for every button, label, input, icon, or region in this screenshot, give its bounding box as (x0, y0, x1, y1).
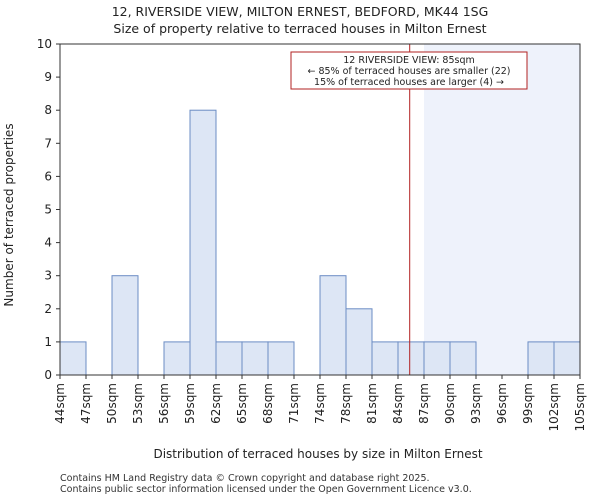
annotation-line-1: 12 RIVERSIDE VIEW: 85sqm (343, 55, 474, 66)
x-tick-label: 71sqm (287, 383, 301, 424)
y-tick-label: 9 (44, 70, 52, 84)
x-tick-label: 62sqm (209, 383, 223, 424)
x-tick-label: 84sqm (391, 383, 405, 424)
y-tick-label: 3 (44, 269, 52, 283)
y-tick-label: 5 (44, 203, 52, 217)
bar (163, 341, 191, 376)
y-tick-label: 0 (44, 368, 52, 382)
y-axis-label: Number of terraced properties (2, 123, 16, 306)
y-tick-label: 1 (44, 335, 52, 349)
bar (241, 341, 269, 376)
annotation-box (290, 51, 528, 90)
bar (319, 275, 347, 376)
x-tick-label: 102sqm (547, 383, 561, 431)
chart-subtitle: Size of property relative to terraced ho… (113, 21, 486, 36)
x-tick-label: 65sqm (235, 383, 249, 424)
x-tick-label: 53sqm (131, 383, 145, 424)
x-tick-label: 81sqm (365, 383, 379, 424)
bar (371, 341, 399, 376)
bar (267, 341, 295, 376)
y-tick-label: 4 (44, 236, 52, 250)
x-tick-label: 74sqm (313, 383, 327, 424)
x-axis-label: Distribution of terraced houses by size … (153, 447, 482, 461)
annotation-line-2: ← 85% of terraced houses are smaller (22… (307, 66, 510, 77)
x-tick-label: 96sqm (495, 383, 509, 424)
x-tick-label: 44sqm (53, 383, 67, 424)
bar (397, 341, 425, 376)
bar (215, 341, 243, 376)
x-tick-label: 50sqm (105, 383, 119, 424)
bar (423, 341, 451, 376)
larger-properties-region (424, 44, 580, 375)
bar (527, 341, 555, 376)
bar (111, 275, 139, 376)
x-tick-label: 78sqm (339, 383, 353, 424)
x-tick-label: 59sqm (183, 383, 197, 424)
bar (345, 308, 373, 376)
x-tick-label: 99sqm (521, 383, 535, 424)
x-tick-label: 105sqm (573, 383, 587, 431)
x-tick-label: 56sqm (157, 383, 171, 424)
y-tick-label: 10 (37, 37, 52, 51)
x-tick-label: 87sqm (417, 383, 431, 424)
footer-line-1: Contains HM Land Registry data © Crown c… (60, 473, 430, 484)
chart-title: 12, RIVERSIDE VIEW, MILTON ERNEST, BEDFO… (112, 4, 489, 19)
y-tick-label: 8 (44, 103, 52, 117)
y-tick-label: 6 (44, 169, 52, 183)
bar (449, 341, 477, 376)
bar (189, 109, 217, 376)
x-tick-label: 68sqm (261, 383, 275, 424)
x-tick-label: 90sqm (443, 383, 457, 424)
plot-area (59, 43, 581, 376)
x-tick-label: 47sqm (79, 383, 93, 424)
bar (553, 341, 581, 376)
y-tick-label: 7 (44, 136, 52, 150)
bar (59, 341, 87, 376)
annotation-line-3: 15% of terraced houses are larger (4) → (314, 77, 504, 88)
x-tick-label: 93sqm (469, 383, 483, 424)
footer-line-2: Contains public sector information licen… (60, 484, 472, 495)
y-tick-label: 2 (44, 302, 52, 316)
